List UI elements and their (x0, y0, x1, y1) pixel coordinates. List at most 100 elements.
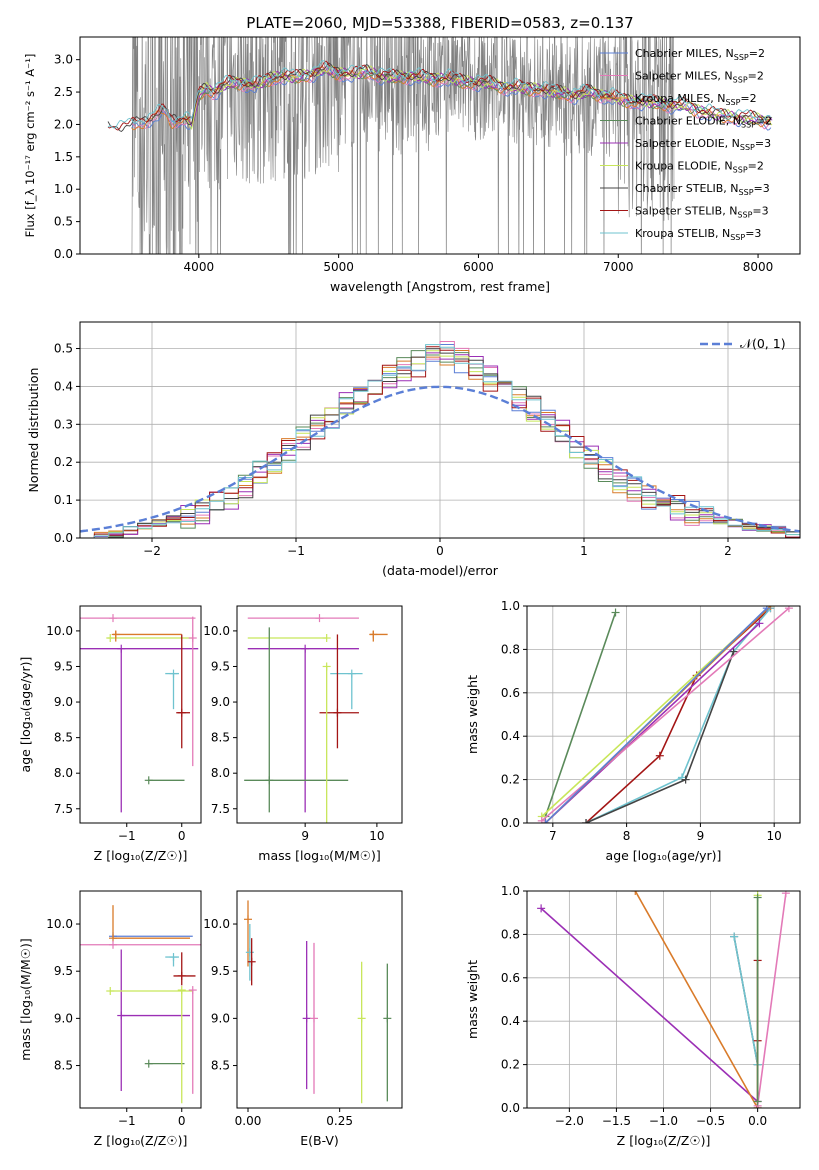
ytick-label: 9.5 (211, 964, 230, 978)
axes-frame (79, 605, 202, 824)
yaxis-label: mass [log₁₀(M/M☉)] (18, 938, 33, 1060)
ytick-label: 8.5 (54, 731, 73, 745)
xtick-label: 0.25 (326, 1114, 353, 1128)
ytick-label: 8.0 (211, 766, 230, 780)
ytick-label: 1.0 (501, 599, 520, 613)
legend-entry: Salpeter ELODIE, NSSP=3 (635, 137, 771, 152)
xtick-label: 6000 (463, 260, 494, 274)
ytick-label: 0.8 (501, 642, 520, 656)
panel-mass_vs_Z: −1 0 8.5 9.0 9.5 10.0 Z [log₁₀(Z/Z☉)] mass [log… (18, 890, 202, 1148)
xtick-label: −1 (118, 1114, 136, 1128)
ytick-label: 1.0 (54, 182, 73, 196)
axes-frame (526, 605, 801, 824)
mass-weight-line (544, 612, 617, 817)
ytick-label: 1.0 (501, 884, 520, 898)
mass-weight-line (733, 936, 759, 1065)
xtick-label: 0 (178, 1114, 186, 1128)
ytick-label: 0.6 (501, 686, 520, 700)
ytick-label: 10.0 (203, 917, 230, 931)
mass-weight-line (585, 651, 735, 823)
mass-weight-line (544, 622, 760, 823)
ytick-label: 8.5 (54, 1059, 73, 1073)
ytick-label: 0.0 (501, 1101, 520, 1115)
xtick-label: −1 (118, 829, 136, 843)
observed-spectrum (131, 37, 675, 254)
ytick-label: 8.5 (211, 1059, 230, 1073)
ytick-label: 0.5 (54, 215, 73, 229)
xtick-label: −1 (287, 544, 305, 558)
xtick-label: 8000 (743, 260, 774, 274)
xtick-label: 10 (767, 829, 782, 843)
ytick-label: 0.0 (54, 247, 73, 261)
plot-area (537, 606, 793, 823)
ytick-label: 0.4 (501, 729, 520, 743)
plot-area (107, 37, 773, 254)
model-spectrum (131, 66, 772, 131)
xaxis-label: E(B-V) (300, 1133, 339, 1148)
plot-area (80, 614, 199, 813)
panel-mass_vs_EBV: 0.00 0.25 8.5 9.0 9.5 10.0 E(B-V) (203, 890, 403, 1148)
model-spectrum (107, 60, 771, 131)
ytick-label: 9.0 (54, 695, 73, 709)
residual-histogram (80, 344, 800, 538)
xtick-label: 4000 (184, 260, 215, 274)
legend-entry: Salpeter STELIB, NSSP=3 (635, 205, 769, 220)
legend-entry: Kroupa MILES, NSSP=2 (635, 92, 757, 107)
xtick-label: 2 (724, 544, 732, 558)
ytick-label: 9.0 (211, 695, 230, 709)
panel-massweight_vs_age: 7 8 9 10 0.0 0.2 0.4 0.6 0.8 1.0 age [log₁₀(age/yr… (465, 599, 801, 863)
ytick-label: 0.5 (54, 342, 73, 356)
xtick-label: 7000 (603, 260, 634, 274)
ytick-label: 8.0 (54, 766, 73, 780)
ytick-label: 9.0 (211, 1011, 230, 1025)
ytick-label: 10.0 (46, 624, 73, 638)
ytick-label: 2.0 (54, 117, 73, 131)
legend-entry: Chabrier MILES, NSSP=2 (635, 47, 765, 62)
ytick-label: 0.4 (501, 1014, 520, 1028)
ytick-label: 9.5 (54, 964, 73, 978)
legend-entry: Salpeter MILES, NSSP=2 (635, 70, 764, 85)
axes-frame (79, 890, 202, 1109)
xtick-label: 0 (178, 829, 186, 843)
yaxis-label: Flux [f_λ 10⁻¹⁷ erg cm⁻² s⁻¹ A⁻¹] (23, 54, 37, 238)
xtick-label: 8 (623, 829, 631, 843)
plot-area (80, 341, 800, 538)
xtick-label: 10 (369, 829, 384, 843)
ytick-label: 7.5 (211, 802, 230, 816)
xtick-label: −2.0 (555, 1114, 584, 1128)
figure-title: PLATE=2060, MJD=53388, FIBERID=0583, z=0… (246, 14, 633, 32)
ytick-label: 0.0 (501, 816, 520, 830)
panel-spectrum: 4000 5000 6000 7000 8000 0.0 0.5 1.0 1.5 2.0 2.5 3.… (23, 36, 801, 294)
xtick-label: 5000 (323, 260, 354, 274)
ytick-label: 0.2 (54, 455, 73, 469)
xtick-label: −2 (143, 544, 161, 558)
model-spectrum (184, 65, 773, 131)
legend-entry: 𝒩(0, 1) (740, 336, 786, 351)
xtick-label: 0.0 (748, 1114, 767, 1128)
panel-age_vs_mass: 9 10 7.5 8.0 8.5 9.0 9.5 10.0 mass [log₁₀(M/M☉)] (203, 605, 403, 863)
ytick-label: 0.4 (54, 379, 73, 393)
xtick-label: −1.5 (602, 1114, 631, 1128)
xtick-label: 0.00 (235, 1114, 262, 1128)
ytick-label: 10.0 (46, 917, 73, 931)
mass-weight-line (634, 891, 759, 1108)
yaxis-label: age [log₁₀(age/yr)] (18, 657, 33, 773)
xtick-label: 1 (580, 544, 588, 558)
panel-age_vs_Z: −1 0 7.5 8.0 8.5 9.0 9.5 10.0 Z [log₁₀(Z/Z☉)] age… (18, 605, 202, 863)
mass-weight-line (544, 607, 768, 823)
panel-massweight_vs_Z: −2.0 −1.5 −1.0 −0.5 0.0 0.0 0.2 0.4 0.6 0.8 1.0 Z [… (465, 884, 801, 1148)
ytick-label: 7.5 (54, 802, 73, 816)
mass-weight-line (540, 907, 759, 1103)
xaxis-label: wavelength [Angstrom, rest frame] (330, 279, 550, 294)
residual-histogram (80, 346, 800, 538)
model-spectrum (107, 59, 771, 129)
plot-area (244, 900, 392, 1104)
ytick-label: 1.5 (54, 150, 73, 164)
ytick-label: 0.6 (501, 971, 520, 985)
xtick-label: 0 (436, 544, 444, 558)
ytick-label: 2.5 (54, 85, 73, 99)
xaxis-label: Z [log₁₀(Z/Z☉)] (94, 848, 188, 863)
mass-weight-line (541, 607, 790, 822)
legend-entry: Chabrier STELIB, NSSP=3 (635, 182, 770, 197)
